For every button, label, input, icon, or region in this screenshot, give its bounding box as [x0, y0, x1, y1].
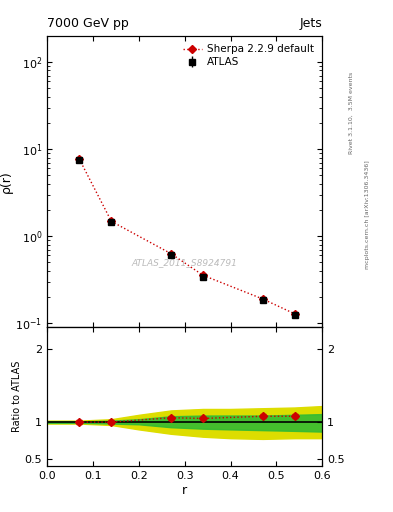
Sherpa 2.2.9 default: [109, 218, 114, 224]
Sherpa 2.2.9 default: [169, 250, 173, 257]
Sherpa 2.2.9 default: [260, 296, 265, 302]
X-axis label: r: r: [182, 483, 187, 497]
Line: Sherpa 2.2.9 default: Sherpa 2.2.9 default: [77, 156, 298, 316]
Text: 7000 GeV pp: 7000 GeV pp: [47, 17, 129, 30]
Text: mcplots.cern.ch [arXiv:1306.3436]: mcplots.cern.ch [arXiv:1306.3436]: [365, 161, 370, 269]
Y-axis label: Ratio to ATLAS: Ratio to ATLAS: [12, 361, 22, 432]
Sherpa 2.2.9 default: [201, 272, 206, 279]
Text: ATLAS_2011_S8924791: ATLAS_2011_S8924791: [132, 259, 238, 268]
Sherpa 2.2.9 default: [77, 156, 82, 162]
Text: Jets: Jets: [299, 17, 322, 30]
Y-axis label: ρ(r): ρ(r): [0, 170, 13, 193]
Sherpa 2.2.9 default: [292, 311, 297, 317]
Legend: Sherpa 2.2.9 default, ATLAS: Sherpa 2.2.9 default, ATLAS: [180, 41, 317, 71]
Text: Rivet 3.1.10,  3.5M events: Rivet 3.1.10, 3.5M events: [349, 72, 354, 154]
